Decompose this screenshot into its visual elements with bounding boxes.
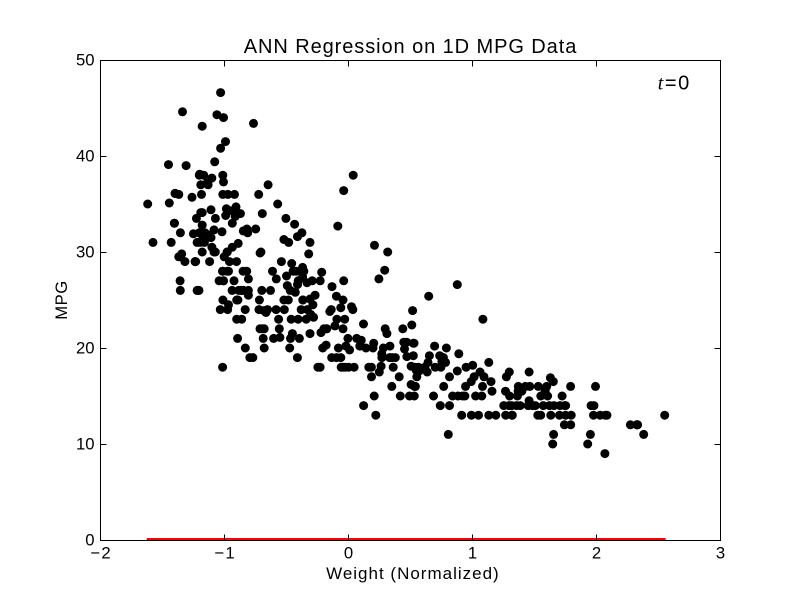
svg-text:1: 1 [468, 544, 478, 563]
svg-text:0: 0 [85, 531, 94, 550]
svg-text:−1: −1 [214, 544, 235, 563]
svg-text:2: 2 [592, 544, 602, 563]
svg-text:40: 40 [76, 147, 95, 166]
svg-text:20: 20 [76, 339, 95, 358]
svg-text:t=0: t=0 [658, 73, 691, 95]
svg-text:Weight (Normalized): Weight (Normalized) [326, 564, 500, 583]
svg-text:10: 10 [76, 435, 95, 454]
svg-text:−2: −2 [90, 544, 111, 563]
svg-text:50: 50 [76, 51, 95, 70]
svg-text:ANN Regression on 1D MPG Data: ANN Regression on 1D MPG Data [244, 36, 577, 58]
svg-text:0: 0 [344, 544, 354, 563]
svg-text:MPG: MPG [52, 280, 71, 320]
svg-text:3: 3 [716, 544, 726, 563]
svg-text:30: 30 [76, 243, 95, 262]
